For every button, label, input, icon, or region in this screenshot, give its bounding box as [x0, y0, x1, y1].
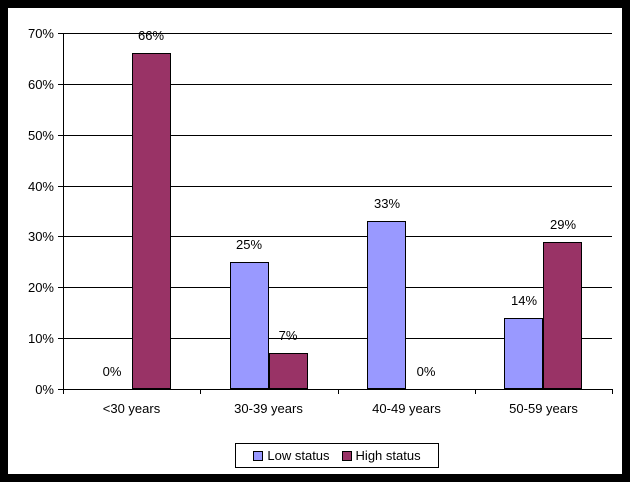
gridline-70 [64, 33, 612, 34]
y-tick-60 [58, 84, 63, 85]
y-tick-label-50: 50% [27, 128, 54, 143]
legend-swatch-low-status [253, 450, 264, 461]
y-tick-label-0: 0% [35, 382, 54, 397]
x-tick-3 [475, 389, 476, 394]
gridline-60 [64, 84, 612, 85]
legend-item-low-status: Low status [253, 448, 330, 463]
data-label-high-status--30-years: 66% [137, 28, 165, 43]
y-tick-label-30: 30% [27, 229, 54, 244]
chart-canvas: 0% 25% 33% 14% 66% 7% 0% 29% 0% 10% 20% 30% 40% 50% 6… [8, 8, 622, 474]
bar-high-status-30-39-years [269, 353, 308, 389]
data-label-low-status-30-39-years: 25% [235, 237, 263, 252]
y-tick-50 [58, 135, 63, 136]
y-axis-line [63, 33, 64, 390]
legend-item-high-status: High status [341, 448, 421, 463]
y-tick-label-10: 10% [27, 331, 54, 346]
bar-low-status-50-59-years [504, 318, 543, 389]
y-tick-label-60: 60% [27, 77, 54, 92]
data-label-low-status--30-years: 0% [102, 364, 122, 379]
x-tick-2 [338, 389, 339, 394]
x-tick-4 [612, 389, 613, 394]
y-tick-0 [58, 389, 63, 390]
gridline-20 [64, 287, 612, 288]
x-category-label-40-49-years: 40-49 years [372, 401, 441, 416]
data-label-low-status-40-49-years: 33% [373, 196, 401, 211]
x-tick-1 [200, 389, 201, 394]
gridline-10 [64, 338, 612, 339]
bar-low-status-30-39-years [230, 262, 269, 389]
data-label-high-status-40-49-years: 0% [416, 364, 436, 379]
bar-high-status-50-59-years [543, 242, 582, 389]
bar-high-status--30-years [132, 53, 171, 389]
gridline-30 [64, 236, 612, 237]
y-tick-30 [58, 236, 63, 237]
legend-swatch-high-status [341, 450, 352, 461]
gridline-50 [64, 135, 612, 136]
y-tick-label-40: 40% [27, 179, 54, 194]
chart-legend: Low status High status [235, 443, 439, 468]
legend-label-low-status: Low status [267, 448, 330, 463]
data-label-low-status-50-59-years: 14% [510, 293, 538, 308]
x-tick-0 [63, 389, 64, 394]
data-label-high-status-50-59-years: 29% [549, 217, 577, 232]
gridline-40 [64, 186, 612, 187]
y-tick-label-20: 20% [27, 280, 54, 295]
y-tick-10 [58, 338, 63, 339]
data-label-high-status-30-39-years: 7% [278, 328, 298, 343]
x-category-label-50-59-years: 50-59 years [509, 401, 578, 416]
bar-low-status-40-49-years [367, 221, 406, 389]
y-tick-label-70: 70% [27, 26, 54, 41]
x-category-label--30-years: <30 years [102, 401, 161, 416]
legend-label-high-status: High status [355, 448, 421, 463]
y-tick-20 [58, 287, 63, 288]
y-tick-70 [58, 33, 63, 34]
y-tick-40 [58, 186, 63, 187]
x-category-label-30-39-years: 30-39 years [234, 401, 303, 416]
